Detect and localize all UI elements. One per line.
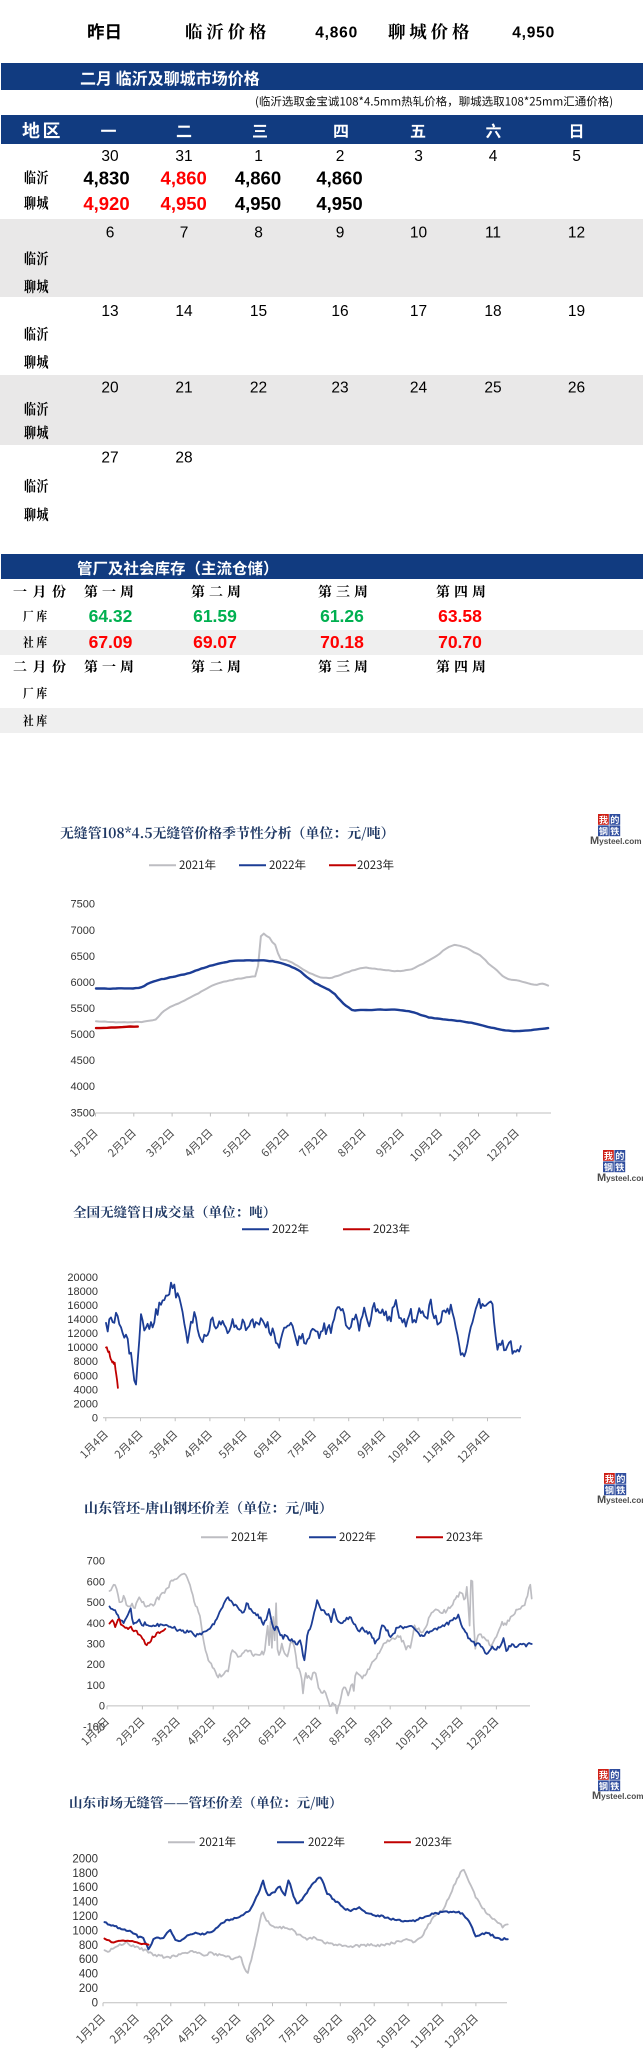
svg-text:1: 1 — [254, 148, 263, 165]
svg-text:4,860: 4,860 — [316, 168, 362, 189]
svg-text:4,950: 4,950 — [235, 193, 281, 214]
svg-text:67.09: 67.09 — [89, 632, 133, 652]
svg-text:63.58: 63.58 — [438, 606, 482, 626]
svg-text:10: 10 — [410, 225, 428, 242]
svg-text:64.32: 64.32 — [89, 606, 133, 626]
svg-text:7: 7 — [180, 225, 189, 242]
svg-text:7000: 7000 — [71, 925, 95, 937]
svg-text:4,830: 4,830 — [83, 168, 129, 189]
svg-text:800: 800 — [79, 1940, 98, 1952]
svg-text:3500: 3500 — [71, 1107, 95, 1119]
svg-text:Mysteel.com: Mysteel.com — [597, 1172, 643, 1184]
svg-text:Mysteel.com: Mysteel.com — [597, 1494, 643, 1506]
svg-text:0: 0 — [99, 1701, 105, 1713]
svg-text:18: 18 — [484, 303, 501, 320]
svg-text:1600: 1600 — [72, 1882, 98, 1894]
svg-text:31: 31 — [175, 148, 192, 165]
svg-text:2000: 2000 — [74, 1398, 98, 1410]
svg-text:4,920: 4,920 — [83, 193, 129, 214]
svg-text:15: 15 — [250, 303, 267, 320]
svg-text:6000: 6000 — [74, 1370, 98, 1382]
svg-text:100: 100 — [87, 1680, 105, 1692]
svg-text:17: 17 — [410, 303, 427, 320]
svg-text:4,860: 4,860 — [161, 168, 207, 189]
svg-text:200: 200 — [79, 1983, 98, 1995]
svg-text:5000: 5000 — [71, 1029, 95, 1041]
svg-text:12: 12 — [568, 225, 585, 242]
svg-text:4500: 4500 — [71, 1055, 95, 1067]
svg-text:1400: 1400 — [72, 1897, 98, 1909]
svg-text:28: 28 — [175, 450, 192, 467]
svg-text:70.70: 70.70 — [438, 632, 482, 652]
svg-text:500: 500 — [87, 1597, 105, 1609]
svg-text:300: 300 — [87, 1639, 105, 1651]
svg-text:4,950: 4,950 — [512, 25, 555, 42]
svg-text:69.07: 69.07 — [193, 632, 237, 652]
svg-text:4,860: 4,860 — [235, 168, 281, 189]
svg-text:10000: 10000 — [67, 1342, 98, 1354]
svg-text:70.18: 70.18 — [320, 632, 364, 652]
svg-text:600: 600 — [87, 1576, 105, 1588]
svg-text:600: 600 — [79, 1954, 98, 1966]
svg-text:1000: 1000 — [72, 1925, 98, 1937]
svg-text:3: 3 — [414, 148, 423, 165]
svg-text:23: 23 — [331, 380, 348, 397]
svg-text:22: 22 — [250, 380, 267, 397]
svg-text:Mysteel.com: Mysteel.com — [590, 835, 642, 847]
svg-text:0: 0 — [92, 1997, 98, 2009]
svg-text:400: 400 — [87, 1618, 105, 1630]
svg-text:16: 16 — [331, 303, 348, 320]
svg-text:13: 13 — [101, 303, 118, 320]
svg-text:4,860: 4,860 — [315, 25, 358, 42]
svg-text:12000: 12000 — [67, 1328, 98, 1340]
svg-text:27: 27 — [101, 450, 118, 467]
svg-text:19: 19 — [568, 303, 585, 320]
svg-text:6500: 6500 — [71, 951, 95, 963]
svg-text:2: 2 — [336, 148, 345, 165]
svg-text:11: 11 — [485, 225, 501, 242]
svg-text:1800: 1800 — [72, 1868, 98, 1880]
svg-text:18000: 18000 — [67, 1286, 98, 1298]
svg-text:4,950: 4,950 — [316, 193, 362, 214]
svg-text:4000: 4000 — [71, 1081, 95, 1093]
svg-text:30: 30 — [101, 148, 119, 165]
svg-text:5: 5 — [572, 148, 581, 165]
svg-text:Mysteel.com: Mysteel.com — [592, 1790, 643, 1802]
svg-text:4000: 4000 — [74, 1384, 98, 1396]
svg-text:4: 4 — [489, 148, 498, 165]
svg-text:700: 700 — [87, 1556, 105, 1568]
svg-text:400: 400 — [79, 1969, 98, 1981]
svg-text:2000: 2000 — [72, 1853, 98, 1865]
svg-text:6: 6 — [106, 225, 115, 242]
svg-text:61.26: 61.26 — [320, 606, 364, 626]
svg-text:26: 26 — [568, 380, 585, 397]
svg-text:9: 9 — [336, 225, 345, 242]
svg-text:8000: 8000 — [74, 1356, 98, 1368]
svg-text:20000: 20000 — [67, 1272, 98, 1284]
svg-text:8: 8 — [254, 225, 263, 242]
svg-text:14000: 14000 — [67, 1314, 98, 1326]
svg-text:7500: 7500 — [71, 899, 95, 911]
svg-text:21: 21 — [175, 380, 192, 397]
svg-text:200: 200 — [87, 1659, 105, 1671]
svg-text:61.59: 61.59 — [193, 606, 237, 626]
svg-text:1200: 1200 — [72, 1911, 98, 1923]
svg-text:6000: 6000 — [71, 977, 95, 989]
svg-text:0: 0 — [92, 1412, 98, 1424]
svg-text:16000: 16000 — [67, 1300, 98, 1312]
svg-text:14: 14 — [175, 303, 193, 320]
svg-text:4,950: 4,950 — [161, 193, 207, 214]
svg-text:24: 24 — [410, 380, 428, 397]
svg-text:25: 25 — [484, 380, 501, 397]
svg-text:5500: 5500 — [71, 1003, 95, 1015]
svg-text:20: 20 — [101, 380, 119, 397]
